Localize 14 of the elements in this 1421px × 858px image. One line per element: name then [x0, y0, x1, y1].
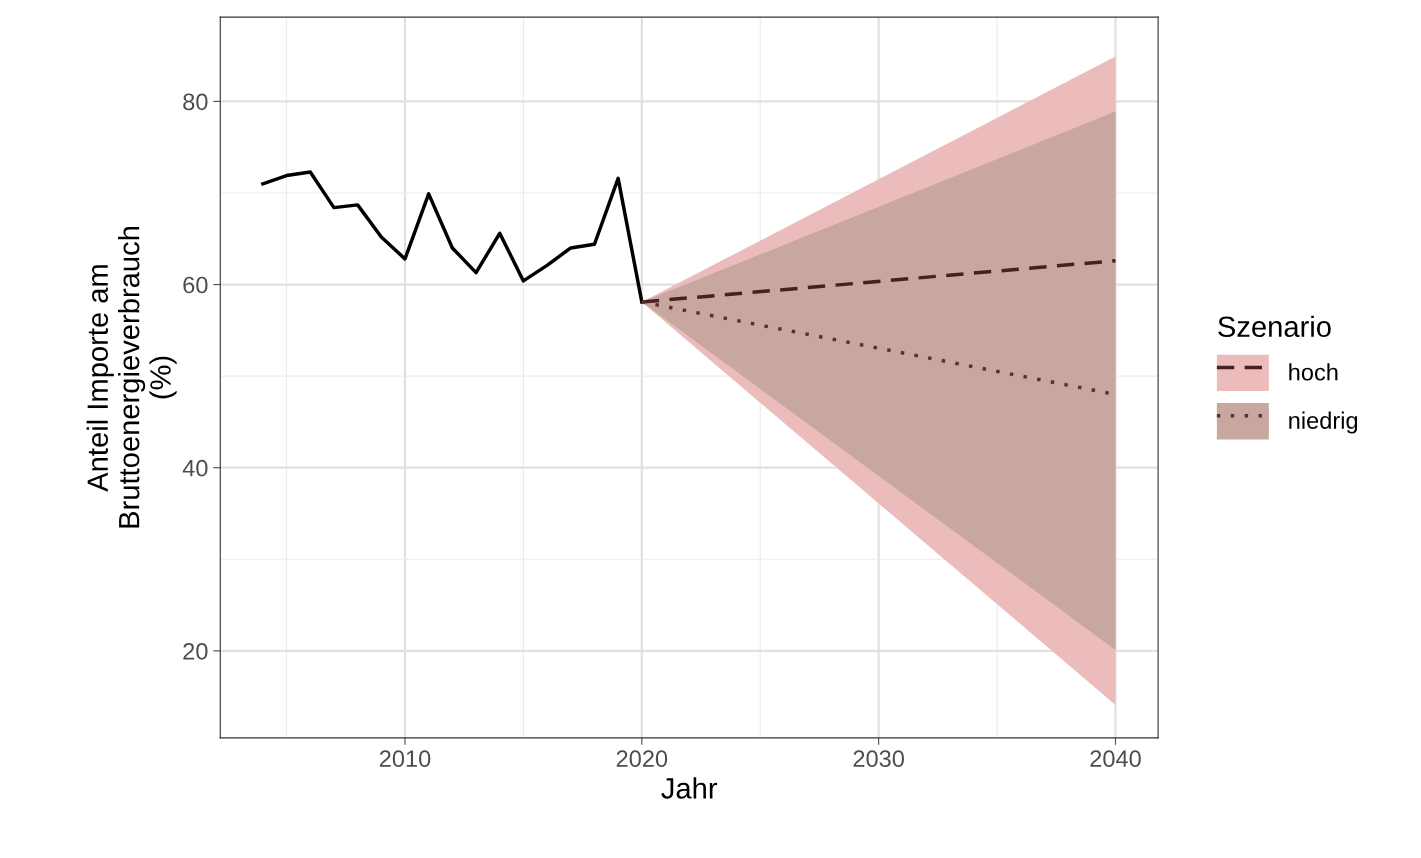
y-axis-title: Anteil Importe am Bruttoenergieverbrauch (%)	[86, 226, 177, 528]
y-tick-label: 60	[183, 276, 208, 294]
x-tick-label: 2040	[1090, 750, 1141, 768]
x-tick-label: 2030	[853, 750, 904, 768]
x-tick-label: 2010	[379, 750, 431, 768]
line-series	[261, 170, 644, 304]
legend-title: Szenario	[1218, 315, 1331, 338]
y-tick-label: 80	[183, 93, 208, 111]
y-tick-label: 20	[183, 642, 208, 660]
legend-label: hoch	[1289, 363, 1338, 381]
y-tick-label: 40	[182, 459, 208, 477]
x-axis-title: Jahr	[661, 777, 718, 799]
x-tick-label: 2020	[616, 750, 668, 768]
legend-label: niedrig	[1289, 411, 1358, 434]
